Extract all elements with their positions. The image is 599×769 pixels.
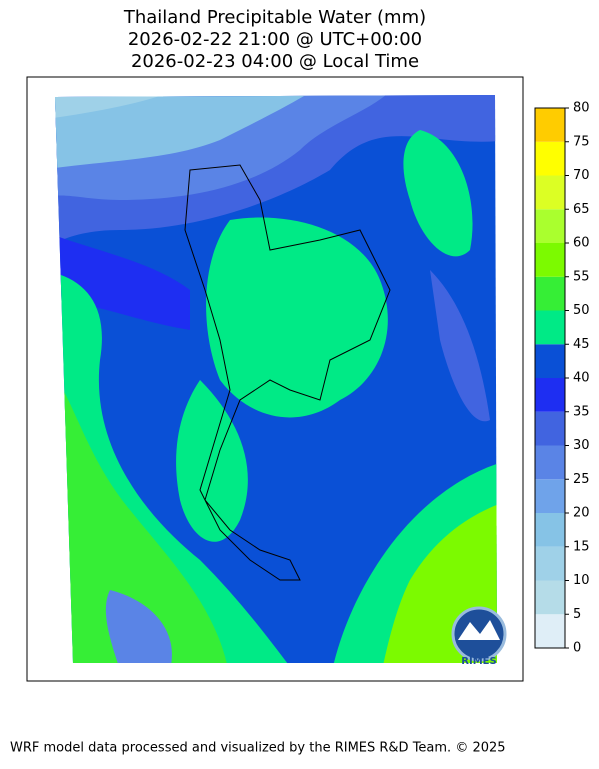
colorbar-tick-label: 65: [573, 202, 590, 217]
colorbar-bin: [535, 479, 565, 513]
colorbar-bin: [535, 310, 565, 345]
colorbar-bin: [535, 108, 565, 142]
colorbar-bin: [535, 141, 565, 176]
colorbar-bin: [535, 175, 565, 210]
colorbar-bin: [535, 614, 565, 648]
colorbar-tick-label: 20: [573, 506, 590, 521]
map-field: [55, 95, 497, 663]
colorbar-tick-label: 10: [573, 573, 590, 588]
map-frame: [26, 76, 524, 682]
colorbar-tick-label: 35: [573, 404, 590, 419]
colorbar-bin: [535, 276, 565, 311]
colorbar-bin: [535, 513, 565, 547]
colorbar-bin: [535, 411, 565, 446]
footer: WRF model data processed and visualized …: [10, 741, 506, 756]
colorbar-bin: [535, 546, 565, 581]
colorbar-bin: [535, 580, 565, 615]
colorbar-tick-label: 40: [573, 371, 590, 386]
colorbar-bin: [535, 209, 565, 243]
colorbar-tick-label: 60: [573, 236, 590, 251]
colorbar-tick-label: 45: [573, 337, 590, 352]
colorbar-bin: [535, 378, 565, 412]
logo-text: RIMES: [461, 656, 496, 667]
colorbar-tick-label: 70: [573, 168, 590, 183]
logo: RIMES: [451, 606, 507, 667]
colorbar-tick-label: 0: [573, 641, 581, 656]
colorbar-tick-label: 25: [573, 472, 590, 487]
colorbar-tick-label: 50: [573, 303, 590, 318]
colorbar-tick-label: 5: [573, 607, 581, 622]
colorbar-bin: [535, 445, 565, 480]
colorbar-tick-label: 30: [573, 438, 590, 453]
colorbar-bin: [535, 243, 565, 277]
title-line: 2026-02-22 21:00 @ UTC+00:00: [128, 29, 422, 50]
colorbar-tick-label: 80: [573, 101, 590, 116]
colorbar-tick-label: 75: [573, 134, 590, 149]
colorbar-tick-label: 15: [573, 539, 590, 554]
title-line: 2026-02-23 04:00 @ Local Time: [131, 51, 419, 72]
colorbar-tick-label: 55: [573, 269, 590, 284]
colorbar-bin: [535, 344, 565, 378]
title-line: Thailand Precipitable Water (mm): [123, 7, 426, 28]
